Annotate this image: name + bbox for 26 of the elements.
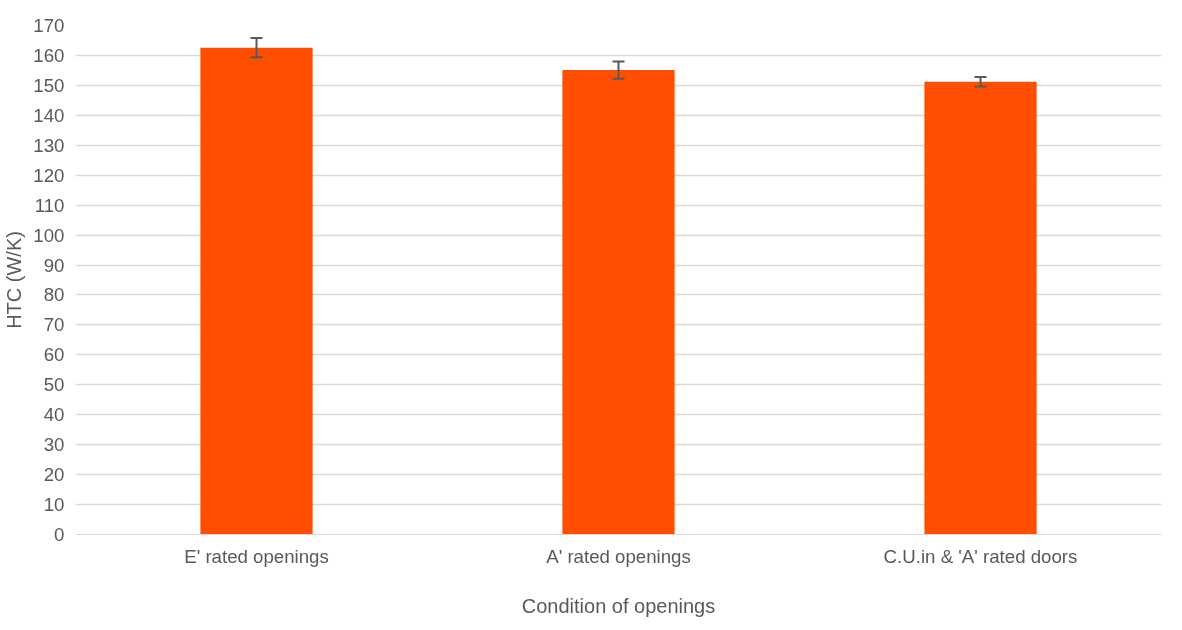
y-tick-label: 150	[33, 74, 65, 96]
y-tick-label: 80	[43, 284, 65, 306]
y-tick-label: 140	[33, 104, 65, 126]
y-axis-title: HTC (W/K)	[3, 231, 26, 329]
y-tick-label: 40	[43, 404, 65, 426]
bar	[200, 47, 313, 535]
y-tick-label: 120	[33, 164, 65, 186]
y-tick-label: 70	[43, 314, 65, 336]
y-tick-label: 20	[43, 464, 65, 486]
y-tick-label: 130	[33, 134, 65, 156]
bar	[562, 70, 675, 535]
y-tick-label: 160	[33, 44, 65, 66]
x-tick-label: C.U.in & 'A' rated doors	[883, 545, 1078, 567]
x-tick-label: A' rated openings	[546, 545, 691, 567]
y-tick-label: 170	[33, 15, 65, 36]
y-tick-label: 10	[43, 494, 65, 516]
y-tick-label: 30	[43, 434, 65, 456]
y-tick-label: 60	[43, 344, 65, 366]
x-tick-label: E' rated openings	[184, 545, 329, 567]
y-tick-label: 50	[43, 374, 65, 396]
bar	[924, 81, 1037, 535]
y-tick-label: 90	[43, 254, 65, 276]
y-tick-label: 110	[34, 194, 65, 216]
y-tick-label: 100	[33, 224, 65, 246]
y-tick-label: 0	[54, 524, 65, 545]
x-axis-title: Condition of openings	[521, 594, 716, 617]
